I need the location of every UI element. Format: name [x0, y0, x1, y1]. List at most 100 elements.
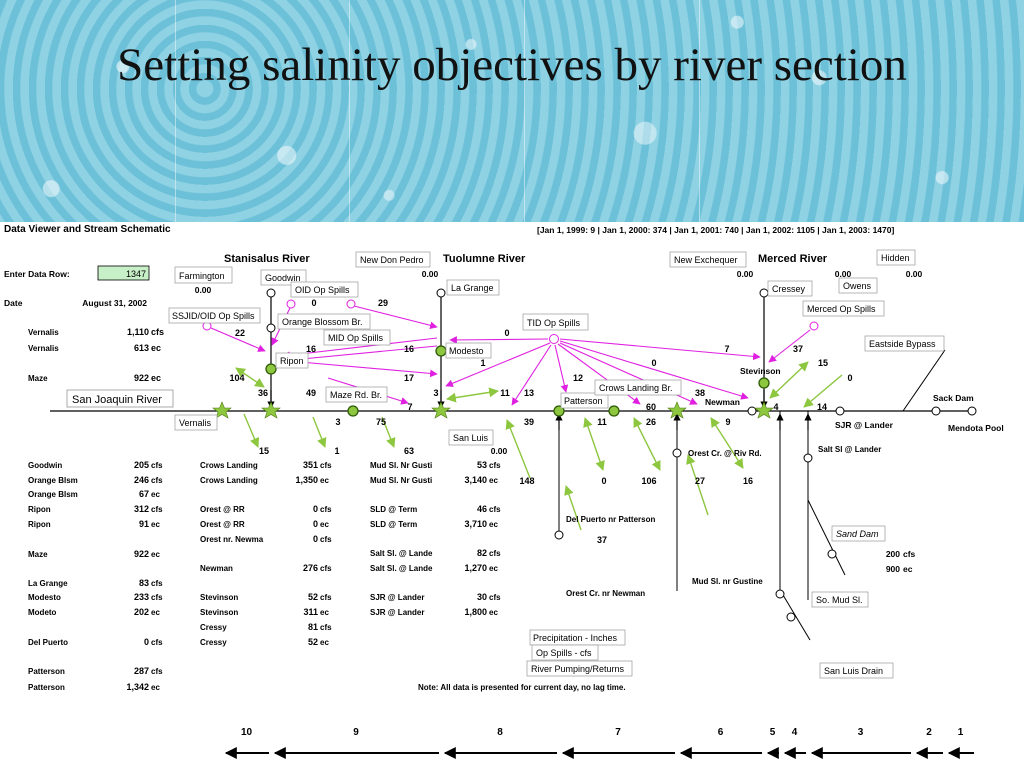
newman-label: Newman — [705, 397, 740, 407]
value-17: 17 — [404, 373, 414, 383]
mainstem-dots — [265, 345, 770, 417]
river-sections: 10 9 8 7 6 5 4 3 2 1 — [224, 727, 974, 759]
sand-dam-gauge — [827, 549, 837, 559]
row-name: Maze — [28, 374, 48, 383]
value-29: 29 — [378, 298, 388, 308]
value-16: 16 — [743, 476, 753, 486]
table-row-unit: cfs — [320, 535, 332, 544]
table-row-unit: ec — [151, 683, 160, 692]
pumping-arrow — [446, 387, 499, 403]
eastside-bypass-box — [864, 335, 945, 352]
value-37: 37 — [597, 535, 607, 545]
row-value: 922 — [134, 373, 149, 383]
modesto-station — [435, 345, 447, 357]
pumping-arrow — [769, 361, 809, 399]
spill-arrow — [554, 344, 569, 393]
data-row-input[interactable] — [97, 265, 150, 281]
section-number: 10 — [241, 727, 253, 738]
slide-title: Setting salinity objectives by river sec… — [117, 39, 907, 91]
table-row-name: Orest nr. Newma — [200, 535, 264, 544]
new-exchequer-box — [669, 251, 747, 268]
table-row-unit: cfs — [489, 593, 501, 602]
orestimba-rr-gauge — [672, 448, 682, 458]
place-labels: Newman Stevinson Sack Dam Mendota Pool S… — [566, 366, 1004, 598]
ssjid-oid-box — [168, 307, 261, 324]
spill-arrow — [282, 337, 438, 360]
la-grange-box — [446, 279, 500, 296]
new-exchequer-label: New Exchequer — [674, 255, 738, 265]
sjr-lander-label: SJR @ Lander — [835, 420, 894, 430]
left-top-rows: Vernalis 1,110 cfs Vernalis 613 ec Maze … — [28, 327, 164, 383]
table-row-value: 276 — [303, 563, 318, 573]
san-joaquin-river-label: San Joaquin River — [72, 394, 162, 406]
enter-row-label: Enter Data Row: — [4, 269, 70, 279]
pumping-arrow — [243, 413, 260, 448]
table-row-name: Patterson — [28, 683, 65, 692]
sand-dam-flow: 200 — [886, 549, 900, 559]
row-name: Vernalis — [28, 328, 59, 337]
table-row-name: Salt Sl. @ Lande — [370, 549, 433, 558]
data-row-value: 1347 — [126, 269, 146, 279]
value-104: 104 — [229, 373, 244, 383]
table-row-unit: cfs — [151, 579, 163, 588]
owens-value: 0.00 — [906, 269, 923, 279]
table-row-unit: ec — [489, 476, 498, 485]
table-row-name: Del Puerto — [28, 638, 68, 647]
san-luis-value: 0.00 — [491, 446, 508, 456]
value-0: 0 — [847, 373, 852, 383]
table-row-value: 0 — [313, 519, 318, 529]
table-row-value: 922 — [134, 549, 149, 559]
table-row-unit: cfs — [151, 638, 163, 647]
value-106: 106 — [641, 476, 656, 486]
merced-river-label: Merced River — [758, 253, 828, 265]
owens-box — [838, 277, 878, 294]
ripon-box — [275, 352, 309, 369]
table-row-unit: cfs — [151, 667, 163, 676]
pumping-arrow — [381, 416, 396, 448]
hidden-value: 0.00 — [835, 269, 852, 279]
value-22: 22 — [235, 328, 245, 338]
hidden-box — [876, 249, 916, 266]
op-spills-legend-box — [531, 644, 599, 661]
so-mud-sl-label: So. Mud Sl. — [816, 595, 863, 605]
stevinson-station — [758, 377, 770, 389]
table-row-unit: ec — [489, 564, 498, 573]
table-row-unit: cfs — [489, 549, 501, 558]
section-number: 3 — [858, 727, 864, 738]
maze-rd-box — [325, 386, 388, 403]
vernalis-box — [174, 414, 218, 431]
san-luis-drain-box — [819, 662, 894, 679]
section-number: 8 — [497, 727, 503, 738]
table-row-name: Ripon — [28, 520, 51, 529]
value-0: 0 — [504, 328, 509, 338]
table-row-name: Orest @ RR — [200, 505, 245, 514]
value-4: 4 — [773, 402, 778, 412]
new-don-pedro-value: 0.00 — [422, 269, 439, 279]
tid-spill-node — [549, 334, 559, 344]
owens-label: Owens — [843, 281, 872, 291]
mendota-pool-gauge — [967, 406, 977, 416]
table-row-name: La Grange — [28, 579, 68, 588]
table-row-name: Modesto — [28, 593, 61, 602]
table-row-name: Goodwin — [28, 461, 62, 470]
modesto-label: Modesto — [449, 346, 484, 356]
table-row-name: Newman — [200, 564, 233, 573]
spill-arrow — [768, 329, 811, 363]
table-row-name: Salt Sl. @ Lande — [370, 564, 433, 573]
table-row-unit: ec — [320, 476, 329, 485]
spill-arrow — [559, 338, 761, 361]
value-7: 7 — [407, 402, 412, 412]
orange-blossom-box — [277, 313, 371, 330]
vernalis-label: Vernalis — [179, 418, 212, 428]
new-don-pedro-box — [355, 251, 431, 268]
merced-op-spills-box — [802, 300, 885, 317]
new-exchequer-value: 0.00 — [737, 269, 754, 279]
section-number: 1 — [958, 727, 964, 738]
table-row-name: Cressy — [200, 623, 227, 632]
value-16: 16 — [404, 344, 414, 354]
river-pumping-legend-label: River Pumping/Returns — [531, 664, 625, 674]
table-row-unit: cfs — [320, 623, 332, 632]
table-row-value: 1,270 — [464, 563, 487, 573]
orange-blossom-label: Orange Blossom Br. — [282, 317, 363, 327]
